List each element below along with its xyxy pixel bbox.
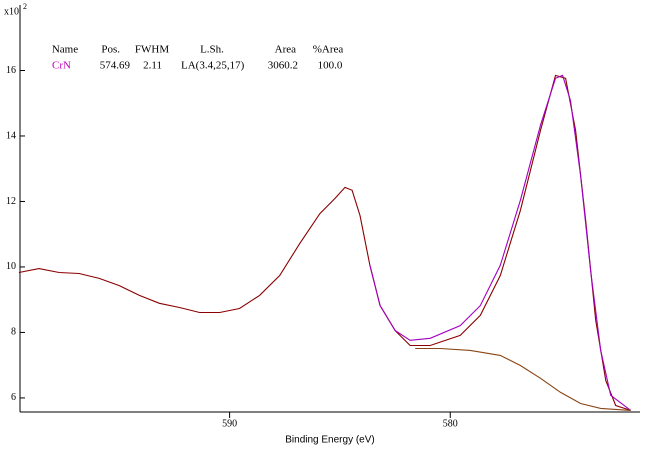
table-header: Name: [52, 44, 78, 56]
table-header: FWHM: [135, 44, 169, 56]
x-axis-label: Binding Energy (eV): [285, 435, 375, 446]
table-header: Area: [275, 44, 296, 56]
y-tick-label: 6: [11, 392, 16, 403]
y-tick-label: 8: [11, 327, 16, 338]
series-line: [369, 74, 632, 411]
table-cell: 3060.2: [268, 60, 298, 72]
x-tick-label: 590: [222, 418, 237, 429]
series-line: [18, 74, 631, 411]
y-tick-label: 16: [6, 65, 16, 76]
table-header: Pos.: [101, 44, 120, 56]
y-tick-label: 12: [6, 196, 16, 207]
table-cell: 2.11: [143, 60, 162, 72]
table-cell: 574.69: [100, 60, 131, 72]
y-tick-label: 14: [6, 130, 16, 141]
table-header: %Area: [313, 44, 344, 56]
series-line: [415, 347, 631, 411]
table-cell: 100.0: [318, 60, 343, 72]
x-tick-label: 580: [443, 418, 458, 429]
table-cell: LA(3.4,25,17): [181, 60, 245, 72]
table-cell: CrN: [52, 60, 71, 72]
y-unit: x10: [4, 6, 19, 17]
y-unit-exponent: 2: [23, 2, 27, 11]
y-tick-label: 10: [6, 261, 16, 272]
table-header: L.Sh.: [200, 44, 224, 56]
